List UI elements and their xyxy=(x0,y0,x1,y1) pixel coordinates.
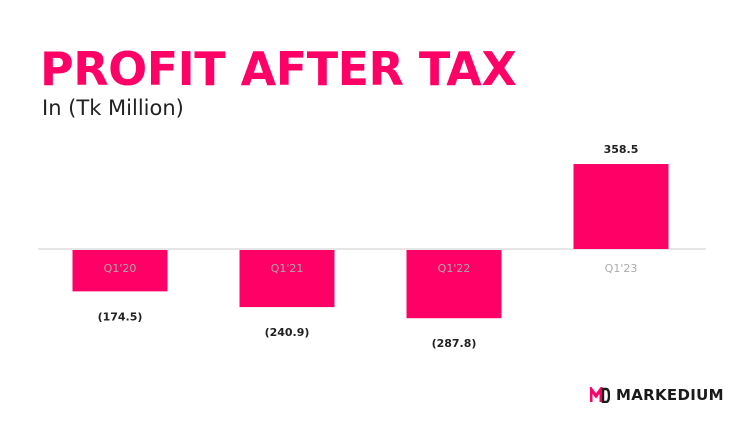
category-label: Q1'21 xyxy=(271,262,304,275)
page-title: PROFIT AFTER TAX xyxy=(40,42,517,96)
category-label: Q1'20 xyxy=(104,262,137,275)
value-label: (240.9) xyxy=(265,326,310,339)
page-subtitle: In (Tk Million) xyxy=(42,96,184,120)
category-label: Q1'23 xyxy=(605,262,638,275)
value-label: (287.8) xyxy=(432,337,477,350)
bar-0 xyxy=(72,250,168,292)
value-label: 358.5 xyxy=(604,143,639,156)
bar-series xyxy=(72,164,669,319)
value-label: (174.5) xyxy=(98,310,143,323)
bar-2 xyxy=(406,250,502,319)
markedium-logo-icon xyxy=(590,387,610,403)
bar-3 xyxy=(573,164,669,249)
brand-name: MARKEDIUM xyxy=(616,386,724,404)
brand-logo: MARKEDIUM xyxy=(590,386,724,404)
bar-1 xyxy=(239,250,335,308)
chart-labels: Q1'20 (174.5) Q1'21 (240.9) Q1'22 (287.8) Q1'2… xyxy=(98,143,639,350)
category-label: Q1'22 xyxy=(438,262,471,275)
